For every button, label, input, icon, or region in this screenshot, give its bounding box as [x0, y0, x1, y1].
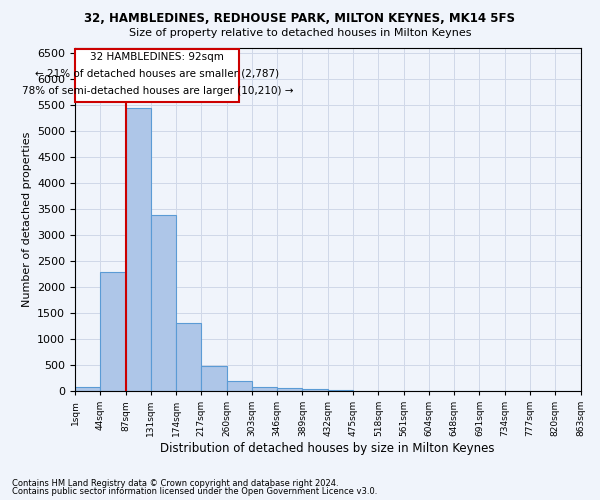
X-axis label: Distribution of detached houses by size in Milton Keynes: Distribution of detached houses by size … [160, 442, 495, 455]
Bar [202, 366, 227, 391]
Text: Contains HM Land Registry data © Crown copyright and database right 2024.: Contains HM Land Registry data © Crown c… [12, 478, 338, 488]
Bar [75, 387, 100, 391]
Bar [125, 108, 151, 391]
Bar [227, 382, 252, 391]
Text: 32, HAMBLEDINES, REDHOUSE PARK, MILTON KEYNES, MK14 5FS: 32, HAMBLEDINES, REDHOUSE PARK, MILTON K… [85, 12, 515, 26]
Bar [100, 272, 125, 391]
Text: ← 21% of detached houses are smaller (2,787): ← 21% of detached houses are smaller (2,… [35, 69, 280, 79]
Text: Size of property relative to detached houses in Milton Keynes: Size of property relative to detached ho… [129, 28, 471, 38]
Bar [252, 386, 277, 391]
Text: 78% of semi-detached houses are larger (10,210) →: 78% of semi-detached houses are larger (… [22, 86, 293, 96]
Text: Contains public sector information licensed under the Open Government Licence v3: Contains public sector information licen… [12, 487, 377, 496]
Bar [353, 390, 378, 391]
Bar [328, 390, 353, 391]
Y-axis label: Number of detached properties: Number of detached properties [22, 132, 32, 307]
FancyBboxPatch shape [76, 48, 239, 102]
Bar [277, 388, 302, 391]
Bar [302, 390, 328, 391]
Text: 32 HAMBLEDINES: 92sqm: 32 HAMBLEDINES: 92sqm [91, 52, 224, 62]
Bar [176, 323, 202, 391]
Bar [151, 215, 176, 391]
